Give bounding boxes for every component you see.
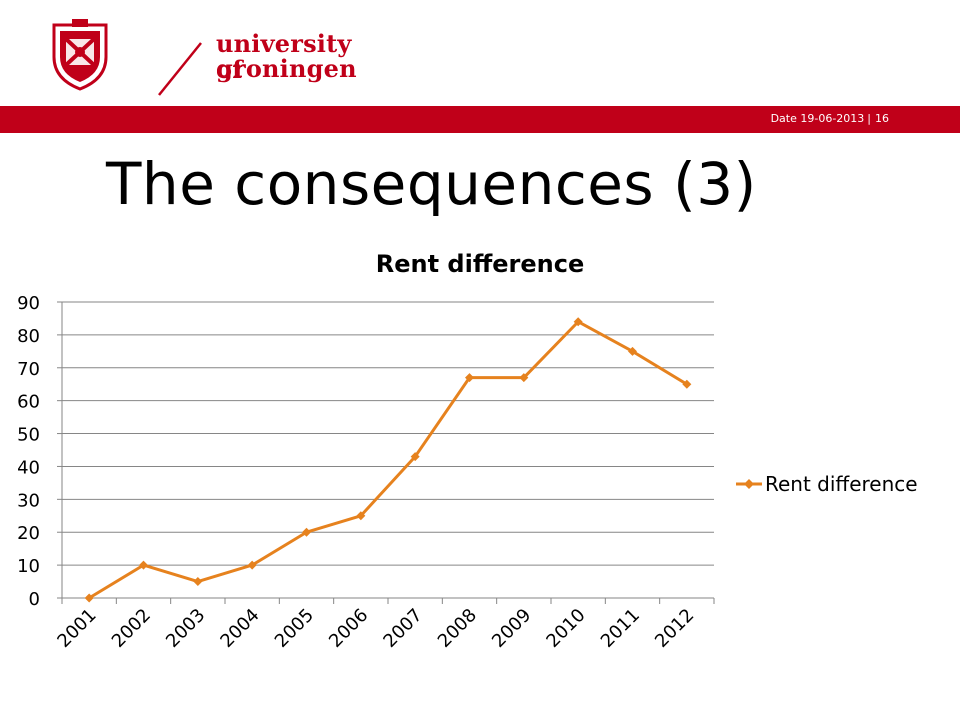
y-tick-label: 0 bbox=[29, 589, 40, 610]
x-tick-label: 2010 bbox=[542, 605, 589, 652]
data-point bbox=[193, 577, 203, 587]
university-crest-icon bbox=[52, 19, 108, 91]
data-point bbox=[139, 560, 148, 570]
x-tick-label: 2008 bbox=[434, 605, 481, 652]
page-number: 16 bbox=[875, 112, 889, 125]
y-tick-label: 20 bbox=[17, 523, 40, 544]
x-tick-label: 2012 bbox=[651, 605, 698, 652]
logo-text-line2: groningen bbox=[216, 54, 357, 83]
data-point bbox=[410, 452, 420, 462]
logo-slash-icon bbox=[158, 42, 202, 96]
data-point bbox=[465, 373, 474, 383]
university-logo: university of groningen bbox=[50, 17, 357, 97]
y-tick-label: 80 bbox=[17, 326, 40, 347]
header-bar bbox=[0, 106, 960, 133]
y-tick-label: 10 bbox=[17, 556, 40, 577]
data-point bbox=[356, 511, 366, 521]
x-tick-label: 2009 bbox=[488, 605, 535, 652]
series-line bbox=[88, 320, 688, 600]
slide-title: The consequences (3) bbox=[106, 150, 757, 218]
x-tick-label: 2004 bbox=[216, 605, 263, 652]
y-tick-label: 40 bbox=[17, 457, 40, 478]
data-point bbox=[628, 346, 637, 356]
y-tick-label: 60 bbox=[17, 392, 40, 413]
y-tick-label: 50 bbox=[17, 425, 40, 446]
x-tick-label: 2001 bbox=[53, 605, 100, 652]
data-point bbox=[247, 560, 257, 570]
x-tick-label: 2002 bbox=[108, 605, 155, 652]
x-tick-label: 2011 bbox=[597, 605, 644, 652]
legend-marker bbox=[744, 479, 754, 489]
data-point bbox=[573, 317, 583, 327]
legend-label: Rent difference bbox=[765, 472, 918, 496]
x-tick-label: 2005 bbox=[271, 605, 318, 652]
date-separator: | bbox=[867, 112, 871, 125]
logo-text-line1: university of bbox=[216, 29, 352, 84]
y-tick-label: 90 bbox=[17, 293, 40, 314]
x-tick-label: 2006 bbox=[325, 605, 372, 652]
data-point bbox=[682, 379, 692, 389]
x-tick-label: 2003 bbox=[162, 605, 209, 652]
data-point bbox=[519, 373, 529, 383]
date-line: Date 19-06-2013 | 16 bbox=[0, 112, 889, 125]
x-tick-label: 2007 bbox=[379, 605, 426, 652]
data-point bbox=[302, 527, 311, 537]
date-label: Date 19-06-2013 bbox=[770, 112, 865, 125]
y-tick-label: 30 bbox=[17, 490, 40, 511]
y-tick-label: 70 bbox=[17, 359, 40, 380]
data-point bbox=[84, 593, 94, 603]
chart-title: Rent difference bbox=[376, 250, 585, 278]
